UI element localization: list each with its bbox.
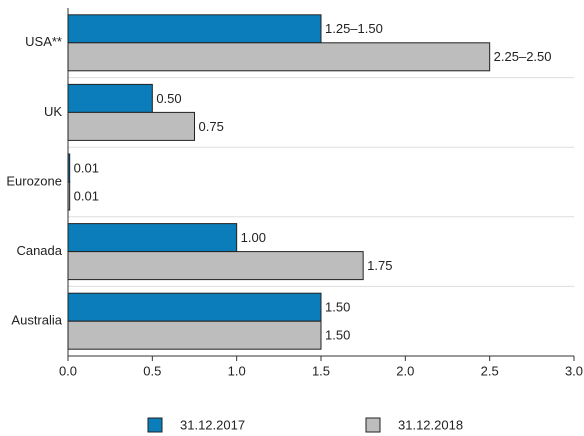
- bar: [67, 83, 153, 113]
- x-tick-label: 3.0: [565, 363, 583, 378]
- x-tick-label: 2.0: [396, 363, 414, 378]
- y-tick-label: Australia: [11, 313, 62, 328]
- bar: [67, 292, 322, 322]
- legend-swatch: [365, 417, 381, 433]
- bar: [67, 153, 71, 183]
- bar: [67, 320, 322, 350]
- y-tick-label: UK: [44, 104, 62, 119]
- value-label: 1.00: [241, 230, 266, 245]
- legend-label: 31.12.2017: [180, 417, 245, 432]
- value-label: 2.25–2.50: [494, 49, 552, 64]
- legend-label: 31.12.2018: [398, 417, 463, 432]
- x-tick-label: 1.5: [312, 363, 330, 378]
- y-tick-label: Eurozone: [6, 173, 62, 188]
- x-tick-label: 0.5: [143, 363, 161, 378]
- y-tick-label: Canada: [16, 243, 62, 258]
- value-label: 1.75: [367, 258, 392, 273]
- x-tick-label: 2.5: [481, 363, 499, 378]
- y-tick-label: USA**: [25, 34, 62, 49]
- bar: [67, 251, 364, 281]
- bar: [67, 223, 238, 253]
- value-label: 0.50: [156, 91, 181, 106]
- value-label: 0.01: [74, 160, 99, 175]
- x-tick-label: 1.0: [228, 363, 246, 378]
- value-label: 1.50: [325, 300, 350, 315]
- value-label: 0.01: [74, 188, 99, 203]
- value-label: 1.25–1.50: [325, 21, 383, 36]
- bar: [67, 181, 71, 211]
- value-label: 1.50: [325, 328, 350, 343]
- bar: [67, 14, 322, 44]
- bar: [67, 42, 491, 72]
- value-label: 0.75: [199, 119, 224, 134]
- legend-swatch: [147, 417, 163, 433]
- bar: [67, 111, 195, 141]
- x-tick-label: 0.0: [59, 363, 77, 378]
